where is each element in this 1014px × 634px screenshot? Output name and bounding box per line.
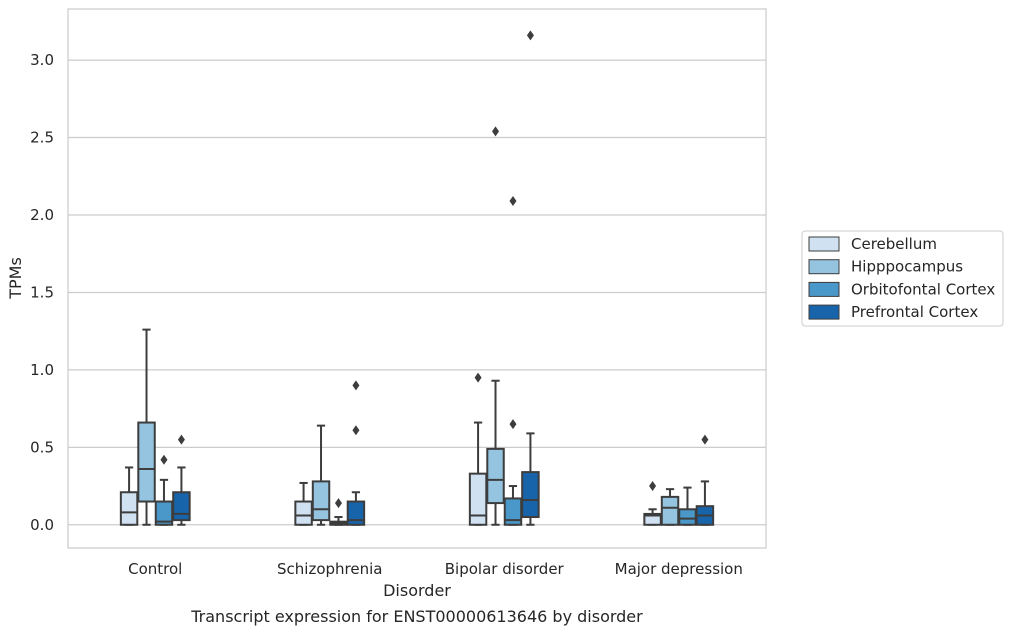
x-tick-label: Bipolar disorder <box>445 560 565 578</box>
outlier-point <box>509 196 517 207</box>
box-body <box>294 500 313 526</box>
legend-swatch <box>808 236 840 252</box>
y-tick-label: 2.0 <box>30 206 54 224</box>
box-body <box>346 500 366 526</box>
outlier-point <box>474 372 482 383</box>
y-axis-ticks: 0.0 0.5 1.0 1.5 2.0 2.5 3.0 <box>30 51 54 534</box>
legend-items: Cerebellum Hipppocampus Orbitofontal Corte… <box>808 235 995 321</box>
box-3-0 <box>172 434 191 526</box>
y-tick-label: 1.5 <box>30 283 54 301</box>
box-body <box>486 447 505 505</box>
outlier-point <box>352 425 360 436</box>
outlier-point <box>526 30 534 41</box>
plot-frame <box>67 8 767 549</box>
y-tick-label: 0.5 <box>30 438 54 456</box>
gridlines <box>68 59 766 526</box>
outlier-point <box>701 434 709 445</box>
box-2-3 <box>678 486 697 526</box>
y-tick-label: 1.0 <box>30 361 54 379</box>
box-2-0 <box>154 454 174 526</box>
box-3-1 <box>346 380 366 526</box>
boxes <box>119 30 715 526</box>
box-1-3 <box>660 488 680 526</box>
legend-label: Cerebellum <box>851 235 937 253</box>
x-axis-ticks: Control Schizophrenia Bipolar disorder Majo… <box>128 560 743 578</box>
box-1-1 <box>311 424 331 526</box>
legend-label: Orbitofontal Cortex <box>851 280 995 298</box>
outlier-point <box>352 380 360 391</box>
y-tick-label: 2.5 <box>30 129 54 147</box>
box-3-2 <box>521 30 540 526</box>
outlier-point <box>177 434 185 445</box>
figure-caption: Transcript expression for ENST0000061364… <box>190 607 643 626</box>
box-body <box>660 495 680 526</box>
outlier-point <box>649 481 657 492</box>
box-1-0 <box>137 328 156 526</box>
plot-area <box>68 9 766 548</box>
y-tick-label: 3.0 <box>30 51 54 69</box>
box-3-3 <box>695 434 715 526</box>
legend: Cerebellum Hipppocampus Orbitofontal Corte… <box>801 230 1004 327</box>
box-body <box>521 471 540 519</box>
x-tick-label: Schizophrenia <box>277 560 382 578</box>
outlier-point <box>492 126 500 137</box>
y-axis-title: TPMs <box>6 257 25 300</box>
box-2-2 <box>503 196 523 526</box>
box-body <box>311 480 331 522</box>
box-2-1 <box>329 498 348 526</box>
box-body <box>678 508 697 526</box>
outlier-point <box>160 454 168 465</box>
box-body <box>137 421 156 503</box>
legend-swatch <box>808 304 840 320</box>
legend-swatch <box>808 259 840 275</box>
legend-swatch <box>808 281 840 297</box>
x-tick-label: Major depression <box>615 560 743 578</box>
box-body <box>172 491 191 522</box>
box-0-0 <box>119 466 139 526</box>
legend-label: Prefrontal Cortex <box>851 303 978 321</box>
x-tick-label: Control <box>128 560 182 578</box>
outlier-point <box>334 498 342 509</box>
box-1-2 <box>486 126 505 526</box>
box-body <box>468 472 488 526</box>
legend-frame <box>801 230 1004 327</box>
box-body <box>154 500 174 526</box>
box-0-1 <box>294 481 313 526</box>
box-body <box>119 491 139 526</box>
legend-label: Hipppocampus <box>851 258 963 276</box>
x-axis-title: Disorder <box>383 581 451 600</box>
outlier-point <box>509 419 517 430</box>
y-tick-label: 0.0 <box>30 516 54 534</box>
